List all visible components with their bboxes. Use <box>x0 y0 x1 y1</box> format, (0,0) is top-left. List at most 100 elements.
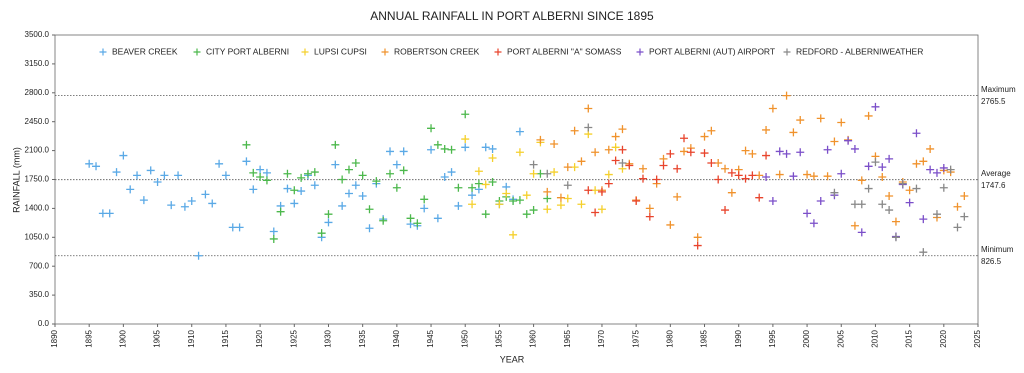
data-point <box>461 135 470 144</box>
data-point <box>666 149 675 158</box>
data-point <box>830 137 839 146</box>
data-point <box>919 215 928 224</box>
data-point <box>303 169 312 178</box>
data-point <box>440 144 449 153</box>
data-point <box>618 145 627 154</box>
data-point <box>604 170 613 179</box>
data-point <box>529 160 538 169</box>
data-point <box>673 164 682 173</box>
data-point <box>543 205 552 214</box>
data-point <box>126 185 135 194</box>
data-point <box>912 129 921 138</box>
data-point <box>823 145 832 154</box>
data-point <box>905 198 914 207</box>
data-point <box>830 188 839 197</box>
legend-label: REDFORD - ALBERNIWEATHER <box>796 46 923 56</box>
data-point <box>146 166 155 175</box>
data-point <box>912 184 921 193</box>
data-point <box>891 233 900 242</box>
data-point <box>604 179 613 188</box>
data-point <box>693 241 702 250</box>
data-point <box>543 187 552 196</box>
data-point <box>755 171 764 180</box>
data-point <box>721 164 730 173</box>
data-point <box>461 143 470 152</box>
data-point <box>700 132 709 141</box>
data-point <box>529 169 538 178</box>
data-point <box>638 174 647 183</box>
reference-value: 826.5 <box>981 257 1002 266</box>
x-tick-label: 1995 <box>768 329 777 347</box>
data-point <box>789 128 798 137</box>
y-tick-label: 3150.0 <box>25 59 50 68</box>
data-point <box>242 140 251 149</box>
data-point <box>495 200 504 209</box>
data-point <box>180 202 189 211</box>
legend-marker <box>783 48 791 56</box>
data-point <box>85 159 94 168</box>
data-point <box>235 223 244 232</box>
data-point <box>741 146 750 155</box>
data-point <box>878 173 887 182</box>
data-point <box>317 229 326 238</box>
data-point <box>556 193 565 202</box>
y-tick-label: 0.0 <box>38 319 50 328</box>
data-point <box>454 183 463 192</box>
data-point <box>447 145 456 154</box>
data-point <box>871 158 880 167</box>
data-point <box>652 175 661 184</box>
data-point <box>782 149 791 158</box>
legend-label: BEAVER CREEK <box>112 46 178 56</box>
data-point <box>139 196 148 205</box>
legend-marker <box>494 48 502 56</box>
legend-label: PORT ALBERNI (AUT) AIRPORT <box>649 46 775 56</box>
data-point <box>351 181 360 190</box>
data-point <box>167 201 176 210</box>
x-tick-label: 2000 <box>802 329 811 347</box>
data-point <box>468 200 477 209</box>
data-point <box>857 228 866 237</box>
x-tick-label: 1985 <box>700 329 709 347</box>
data-point <box>331 140 340 149</box>
data-point <box>591 148 600 157</box>
legend-label: CITY PORT ALBERNI <box>206 46 289 56</box>
x-tick-label: 1960 <box>529 329 538 347</box>
data-point <box>194 251 203 260</box>
data-point <box>721 206 730 215</box>
data-point <box>693 233 702 242</box>
data-point <box>358 171 367 180</box>
data-point <box>796 148 805 157</box>
data-point <box>201 190 210 199</box>
x-tick-label: 2015 <box>905 329 914 347</box>
reference-label: Maximum <box>981 85 1016 94</box>
data-point <box>502 189 511 198</box>
data-point <box>344 189 353 198</box>
data-point <box>700 149 709 158</box>
data-point <box>433 140 442 149</box>
data-point <box>488 154 497 163</box>
data-point <box>98 209 107 218</box>
data-point <box>714 175 723 184</box>
data-point <box>283 169 292 178</box>
data-point <box>577 200 586 209</box>
x-tick-label: 1975 <box>631 329 640 347</box>
data-point <box>324 218 333 227</box>
data-point <box>481 180 490 189</box>
data-point <box>645 212 654 221</box>
data-point <box>310 181 319 190</box>
x-tick-label: 1915 <box>221 329 230 347</box>
data-point <box>338 201 347 210</box>
data-point <box>912 159 921 168</box>
reference-label: Average <box>981 169 1011 178</box>
data-point <box>796 116 805 125</box>
x-axis-label: YEAR <box>500 354 525 364</box>
data-point <box>625 161 634 170</box>
x-tick-label: 1900 <box>118 329 127 347</box>
data-point <box>392 183 401 192</box>
data-point <box>809 172 818 181</box>
data-point <box>386 147 395 156</box>
data-point <box>365 205 374 214</box>
x-tick-label: 2005 <box>836 329 845 347</box>
data-point <box>857 176 866 185</box>
